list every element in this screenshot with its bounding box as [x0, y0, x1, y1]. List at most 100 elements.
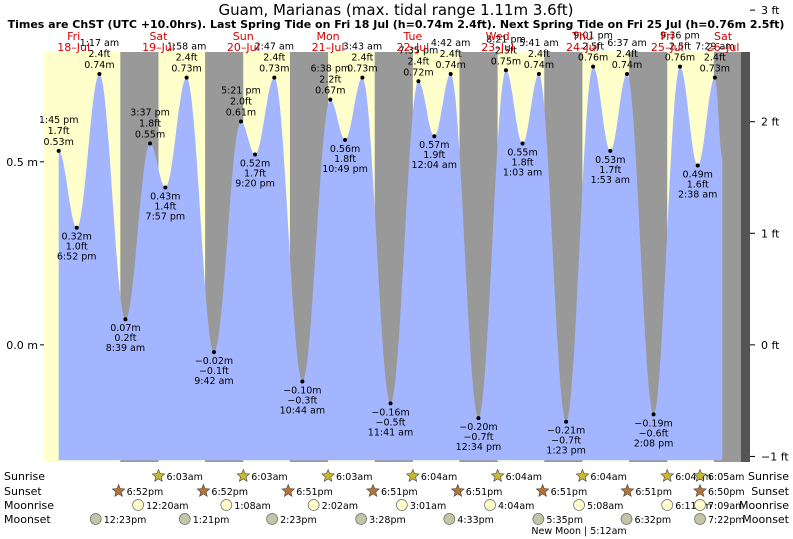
moonrise-icon	[307, 499, 320, 511]
tide-dot	[148, 141, 153, 146]
day-date: 21–Jul	[312, 41, 345, 54]
day-name: Fri	[67, 30, 80, 43]
tide-metres-label: 0.76m	[665, 53, 695, 64]
y-tick-label-ft: 1 ft	[761, 227, 780, 240]
sunset-icon	[281, 483, 296, 497]
moonrise-time: 1:08am	[234, 501, 270, 512]
moonset-event: 12:23pm	[89, 513, 146, 526]
moonset-icon	[355, 513, 367, 525]
tide-dot	[388, 401, 393, 406]
tide-dot	[74, 225, 79, 230]
tide-dot	[503, 68, 508, 73]
sunrise-event: 6:03am	[151, 468, 203, 483]
tide-feet-label: 2.5ft	[582, 42, 604, 53]
sunrise-icon	[660, 468, 675, 482]
tide-metres-label: 0.74m	[524, 60, 554, 71]
tide-metres-label: 0.07m	[110, 323, 140, 334]
sunrise-icon	[490, 468, 505, 482]
moonrise-icon	[220, 499, 233, 511]
tide-time-label: 9:42 am	[194, 376, 233, 387]
sunset-time: 6:51pm	[635, 487, 672, 498]
tide-area	[58, 66, 723, 461]
moonrise-time: 5:08am	[587, 501, 623, 512]
sunset-time: 6:50pm	[708, 487, 745, 498]
tide-dot	[564, 419, 569, 424]
day-name: Sun	[233, 30, 254, 43]
moonset-event: 2:23pm	[266, 513, 317, 526]
sunrise-time: 6:04am	[421, 472, 457, 483]
plot-background	[44, 52, 741, 462]
day-date: 26–Jul	[707, 41, 740, 54]
moonset-event: 1:21pm	[178, 513, 229, 526]
tide-feet-label: 2.4ft	[351, 53, 373, 64]
tide-dot	[343, 137, 348, 142]
tide-metres-label: 0.52m	[240, 159, 270, 170]
tide-time-label: 9:36 pm	[660, 31, 700, 42]
sunset-icon	[693, 483, 707, 497]
day-name: Thu	[571, 30, 593, 43]
moonrise-icon	[573, 499, 585, 511]
day-date: 20–Jul	[227, 41, 260, 54]
moonrise-event: 6:11am	[661, 499, 712, 512]
tide-feet-label: 2.4ft	[407, 56, 429, 67]
tide-metres-label: −0.02m	[195, 356, 233, 367]
sunset-event: 6:52pm	[196, 483, 248, 498]
tide-dot	[432, 134, 437, 139]
tide-time-label: 6:38 pm	[310, 64, 350, 75]
tide-feet-label: 1.8ft	[512, 158, 534, 169]
sunset-event: 6:50pm	[693, 483, 745, 498]
tide-feet-label: −0.7ft	[463, 432, 493, 443]
tide-dot	[695, 163, 700, 168]
tide-metres-label: 0.74m	[612, 60, 642, 71]
y-tick-label-ft: 2 ft	[761, 116, 780, 129]
moonset-event: 6:32pm	[620, 513, 671, 526]
sunrise-time: 6:04am	[675, 472, 711, 483]
moonrise-event: 7:09am	[694, 499, 744, 512]
moonrise-event: 12:20am	[132, 499, 189, 512]
row-label-right: Moonset	[742, 513, 789, 526]
sunset-icon	[366, 483, 380, 497]
tide-feet-label: −0.7ft	[551, 436, 581, 447]
sunset-row: Sunset Sunset 6:52pm 6:52pm 6:51pm 6:51pm 6:51…	[4, 483, 790, 498]
moonrise-row: Moonrise Moonrise 12:20am 1:08am 2:02am 3:01a…	[4, 499, 789, 512]
tide-feet-label: 1.7ft	[48, 126, 70, 137]
tide-metres-label: 0.73m	[347, 64, 377, 75]
day-name: Sat	[149, 30, 168, 43]
tide-metres-label: −0.16m	[371, 407, 409, 418]
moonrise-icon	[661, 499, 674, 511]
tide-feet-label: 2.5ft	[495, 45, 517, 56]
tide-feet-label: 1.4ft	[154, 201, 176, 212]
sunset-icon	[535, 483, 550, 497]
tide-feet-label: 2.5ft	[669, 42, 691, 53]
moonset-icon	[694, 513, 706, 525]
tide-time-label: 5:41 am	[519, 38, 558, 49]
tide-feet-label: 2.4ft	[88, 49, 110, 60]
moonrise-time: 2:02am	[322, 501, 358, 512]
moonset-event: 5:35pm	[532, 513, 583, 526]
tide-dot	[712, 75, 717, 80]
tide-dot	[448, 71, 453, 76]
tide-metres-label: 0.73m	[259, 64, 289, 75]
sunset-time: 6:52pm	[127, 487, 164, 498]
moonrise-time: 6:11am	[675, 501, 711, 512]
tide-time-label: 1:23 pm	[546, 446, 586, 457]
moonrise-time: 4:04am	[498, 501, 534, 512]
tide-time-label: 5:21 pm	[221, 86, 261, 97]
tide-feet-label: 1.0ft	[66, 242, 88, 253]
tide-time-label: 9:01 pm	[573, 31, 613, 42]
